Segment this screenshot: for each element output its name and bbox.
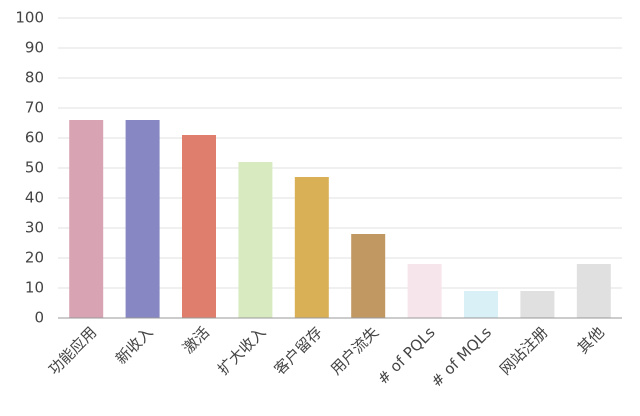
bar [238, 162, 273, 318]
bar [125, 120, 160, 318]
y-tick-label: 100 [15, 9, 44, 27]
bar [576, 264, 611, 318]
x-tick-label: 功能应用 [45, 323, 100, 378]
y-tick-label: 90 [25, 39, 44, 57]
y-tick-label: 0 [34, 309, 44, 327]
x-tick-label: 新收入 [112, 323, 157, 368]
y-tick-label: 50 [25, 159, 44, 177]
x-tick-label: 用户流失 [327, 323, 382, 378]
x-tick-label: 客户留存 [271, 323, 326, 378]
bar [520, 291, 555, 318]
x-tick-label: 激活 [179, 323, 213, 357]
y-tick-label: 30 [25, 219, 44, 237]
bar [182, 135, 216, 318]
bar [407, 264, 442, 318]
x-tick-label: # of MQLs [427, 323, 495, 391]
y-tick-label: 60 [25, 129, 44, 147]
y-tick-label: 20 [25, 249, 44, 267]
bar [351, 234, 386, 318]
y-tick-label: 70 [25, 99, 44, 117]
y-tick-label: 10 [25, 279, 44, 297]
bar [464, 291, 498, 318]
y-tick-label: 40 [25, 189, 44, 207]
bar [69, 120, 104, 318]
x-tick-label: 扩大收入 [214, 323, 269, 378]
x-tick-label: 其他 [574, 323, 608, 357]
bar [294, 177, 329, 318]
x-tick-label: 网站注册 [496, 323, 551, 378]
y-tick-label: 80 [25, 69, 44, 87]
